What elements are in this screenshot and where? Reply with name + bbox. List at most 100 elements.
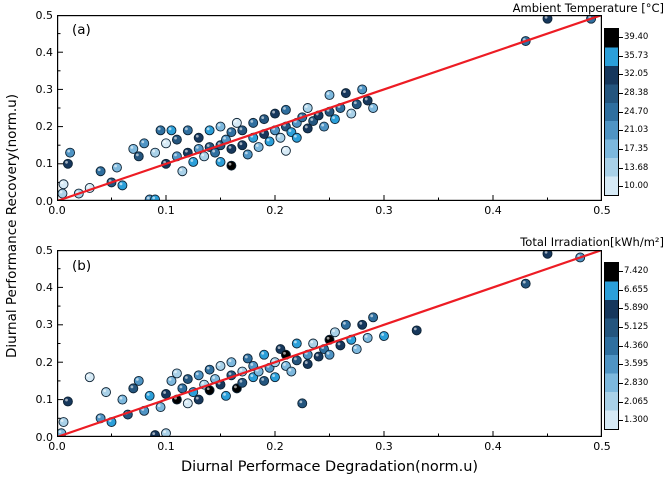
scatter-point-highlight	[261, 378, 265, 381]
scatter-point	[542, 250, 553, 259]
scatter-point-highlight	[201, 381, 205, 385]
scatter-point-highlight	[114, 164, 117, 168]
scatter-point-highlight	[86, 185, 90, 188]
scatter-point-highlight	[326, 336, 330, 340]
scatter-point	[319, 121, 329, 132]
scatter-point-highlight	[223, 136, 226, 140]
scatter-point	[242, 149, 253, 160]
colorbar-tick-label: 39.40	[624, 31, 649, 42]
colorbar-tick-label: 2.065	[624, 396, 649, 407]
scatter-point-highlight	[364, 97, 368, 101]
scatter-point	[139, 138, 150, 149]
scatter-point-highlight	[261, 351, 265, 355]
scatter-point	[155, 125, 166, 136]
colorbar-tick-mark	[619, 186, 623, 188]
scatter-point	[171, 368, 182, 379]
y-tick-label: 0.3	[35, 318, 54, 332]
scatter-point-highlight	[315, 353, 319, 357]
scatter-point-highlight	[174, 370, 177, 374]
scatter-point-highlight	[244, 151, 248, 155]
scatter-point-highlight	[163, 140, 166, 144]
colorbar-tick-mark	[619, 401, 623, 403]
scatter-plot-panel-a	[57, 15, 602, 201]
colorbar-tick-label: 17.35	[624, 143, 649, 154]
scatter-point-highlight	[381, 333, 384, 336]
scatter-point-highlight	[152, 196, 156, 200]
scatter-point-highlight	[206, 387, 210, 391]
scatter-point-highlight	[348, 110, 352, 114]
colorbar-tick-mark	[619, 130, 623, 132]
scatter-point	[144, 390, 155, 401]
scatter-point-highlight	[250, 363, 254, 366]
scatter-point	[520, 278, 531, 289]
scatter-point-highlight	[119, 396, 123, 400]
scatter-point	[182, 125, 193, 136]
scatter-point-highlight	[283, 363, 286, 366]
scatter-point	[193, 394, 204, 405]
scatter-point	[264, 136, 275, 147]
scatter-point-highlight	[283, 147, 286, 151]
axes-frame	[57, 15, 602, 201]
colorbar-tick-label: 3.595	[624, 359, 649, 370]
scatter-point-highlight	[228, 146, 232, 149]
scatter-point-highlight	[250, 119, 254, 123]
scatter-point	[62, 396, 73, 407]
scatter-point	[161, 389, 171, 399]
scatter-point	[215, 360, 226, 371]
colorbar-b-title: Total Irradiation[kWh/m²]	[520, 235, 664, 249]
scatter-point	[199, 151, 210, 162]
scatter-point-highlight	[86, 374, 90, 378]
colorbar-tick-label: 5.890	[624, 303, 649, 314]
x-tick-label: 0.0	[48, 204, 66, 217]
scatter-point-highlight	[299, 400, 303, 404]
scatter-point-highlight	[234, 385, 237, 389]
scatter-point-highlight	[304, 105, 308, 108]
colorbar-tick-label: 4.360	[624, 340, 649, 351]
scatter-point	[193, 132, 204, 143]
scatter-point-highlight	[304, 125, 308, 129]
scatter-point	[270, 108, 280, 119]
scatter-point	[411, 325, 422, 336]
scatter-point	[220, 390, 231, 401]
scatter-point-highlight	[228, 372, 232, 376]
scatter-point-highlight	[288, 368, 292, 372]
x-tick-label: 0.4	[484, 440, 502, 453]
colorbar-tick-mark	[619, 270, 623, 272]
scatter-point	[340, 319, 351, 330]
scatter-point	[248, 117, 259, 128]
scatter-point	[291, 338, 302, 349]
scatter-point-highlight	[195, 372, 199, 376]
y-tick-label: 0.0	[35, 194, 54, 208]
scatter-point	[58, 179, 69, 190]
scatter-point	[133, 375, 144, 386]
y-tick-label: 0.2	[35, 120, 54, 134]
scatter-point-highlight	[119, 182, 123, 186]
scatter-point-highlight	[67, 149, 71, 153]
scatter-point-highlight	[239, 127, 243, 131]
scatter-point-highlight	[370, 105, 374, 108]
scatter-point-highlight	[261, 116, 265, 120]
scatter-point	[302, 359, 313, 370]
scatter-point	[188, 156, 199, 167]
y-tick-label: 0.4	[35, 280, 54, 294]
scatter-point	[182, 398, 193, 409]
scatter-point-highlight	[135, 378, 139, 381]
x-tick-label: 0.3	[375, 204, 393, 217]
scatter-point	[150, 147, 161, 158]
colorbar-tick-label: 2.830	[624, 377, 649, 388]
scatter-point-highlight	[239, 368, 243, 372]
colorbar-tick-label: 32.05	[624, 69, 649, 80]
scatter-point	[133, 151, 144, 162]
scatter-point-highlight	[277, 134, 281, 138]
x-tick-label: 0.5	[593, 440, 611, 453]
scatter-point-highlight	[294, 357, 297, 361]
scatter-point	[368, 312, 379, 323]
scatter-point-highlight	[201, 153, 205, 157]
panel-b-label: (b)	[72, 258, 92, 274]
scatter-point-highlight	[255, 144, 259, 147]
colorbar-tick-mark	[619, 308, 623, 310]
scatter-point	[226, 160, 237, 171]
scatter-point-highlight	[217, 363, 221, 366]
scatter-point-highlight	[185, 127, 188, 131]
